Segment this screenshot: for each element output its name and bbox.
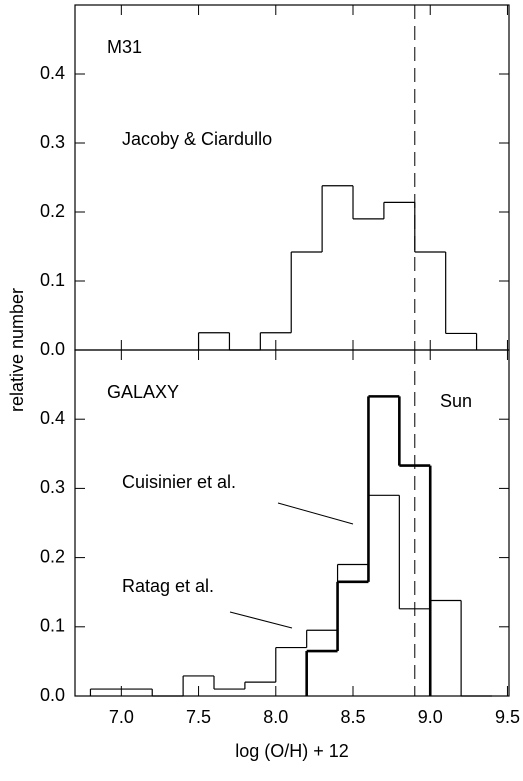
y-tick-label: 0.3 <box>40 477 65 497</box>
x-tick-label: 8.0 <box>263 707 288 727</box>
x-tick-label: 8.5 <box>340 707 365 727</box>
y-tick-label: 0.2 <box>40 201 65 221</box>
bottom-frame <box>74 349 510 697</box>
leader-line <box>229 611 293 629</box>
x-tick-label: 7.5 <box>186 707 211 727</box>
panel-label: M31 <box>107 37 142 57</box>
panel-label: GALAXY <box>107 382 179 402</box>
x-tick-label: 7.0 <box>109 707 134 727</box>
leader-line <box>277 502 354 525</box>
y-tick-label: 0.0 <box>40 685 65 705</box>
top-frame <box>74 4 510 351</box>
y-tick-label: 0.2 <box>40 546 65 566</box>
y-tick-label: 0.3 <box>40 132 65 152</box>
x-axis-label: log (O/H) + 12 <box>235 741 349 761</box>
annotation: Sun <box>440 391 472 411</box>
y-axis-label: relative number <box>7 288 27 412</box>
x-tick-label: 9.5 <box>495 707 520 727</box>
series-label: Cuisinier et al. <box>122 472 236 492</box>
y-tick-label: 0.1 <box>40 270 65 290</box>
y-tick-label: 0.4 <box>40 408 65 428</box>
series-label: Ratag et al. <box>122 576 214 596</box>
y-tick-label: 0.4 <box>40 63 65 83</box>
annotation: Jacoby & Ciardullo <box>122 129 272 149</box>
x-tick-label: 9.0 <box>418 707 443 727</box>
y-tick-label: 0.0 <box>40 339 65 359</box>
y-tick-label: 0.1 <box>40 616 65 636</box>
